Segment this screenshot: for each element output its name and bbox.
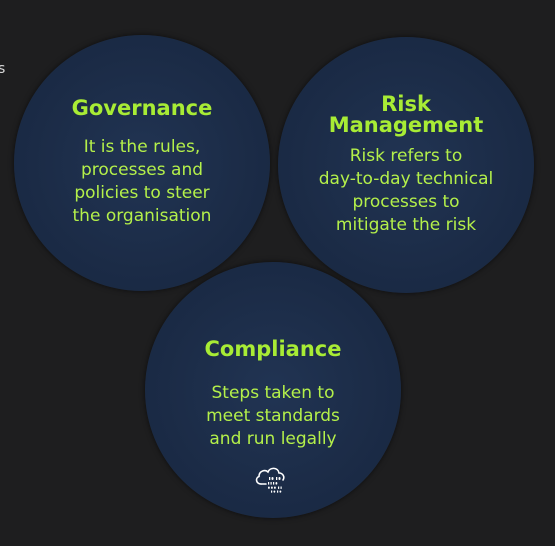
compliance-circle: Compliance Steps taken to meet standards…	[145, 262, 401, 518]
cloud-binary-icon	[255, 467, 285, 493]
risk-management-title: Risk Management	[328, 92, 484, 137]
governance-circle: Governance It is the rules, processes an…	[14, 35, 270, 291]
compliance-title: Compliance	[204, 337, 342, 361]
cropped-edge-text: s	[0, 61, 6, 77]
compliance-description: Steps taken to meet standards and run le…	[206, 383, 340, 449]
governance-description: It is the rules, processes and policies …	[72, 137, 212, 226]
risk-management-circle: Risk Management Risk refers to day-to-da…	[278, 37, 534, 293]
risk-management-description: Risk refers to day-to-day technical proc…	[318, 146, 494, 235]
governance-title: Governance	[71, 96, 213, 120]
